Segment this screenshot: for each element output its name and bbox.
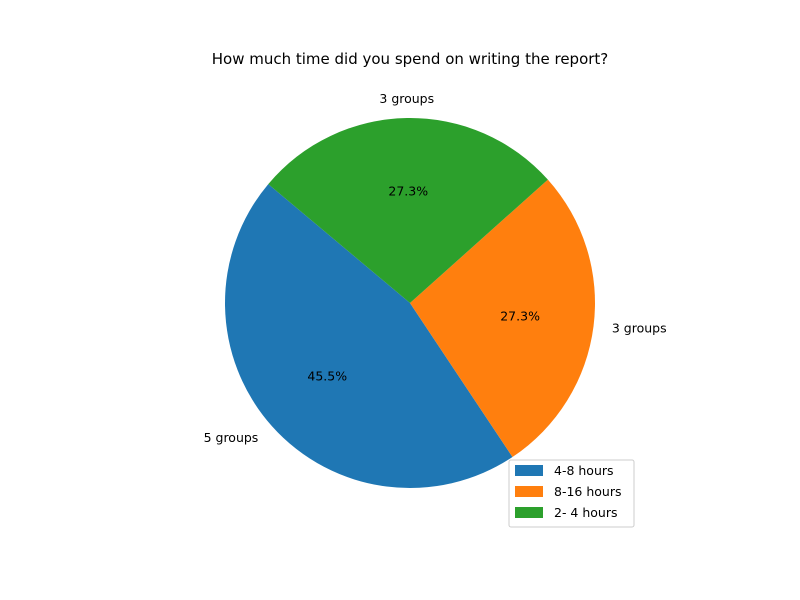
legend-label: 8-16 hours xyxy=(554,484,622,499)
pie-slice-2 xyxy=(410,179,595,458)
slice-percent-label: 27.3% xyxy=(500,309,540,324)
legend-swatch xyxy=(515,486,543,497)
pie-slice-3 xyxy=(268,118,548,303)
slice-count-label: 3 groups xyxy=(612,320,667,335)
slice-count-label: 3 groups xyxy=(379,91,434,106)
pie-labels: 5 groups 45.5% 3 groups 27.3% 3 groups 27.3% xyxy=(204,91,667,445)
slice-percent-label: 45.5% xyxy=(307,369,347,384)
legend: 4-8 hours 8-16 hours 2- 4 hours xyxy=(508,459,635,528)
legend-swatch xyxy=(515,465,543,476)
slice-percent-label: 27.3% xyxy=(388,184,428,199)
legend-label: 4-8 hours xyxy=(554,463,614,478)
chart-title: How much time did you spend on writing t… xyxy=(212,50,609,68)
pie-slice-1 xyxy=(224,184,513,489)
legend-label: 2- 4 hours xyxy=(554,505,618,520)
pie-slices xyxy=(224,118,595,489)
slice-count-label: 5 groups xyxy=(204,430,259,445)
legend-swatch xyxy=(515,507,543,518)
